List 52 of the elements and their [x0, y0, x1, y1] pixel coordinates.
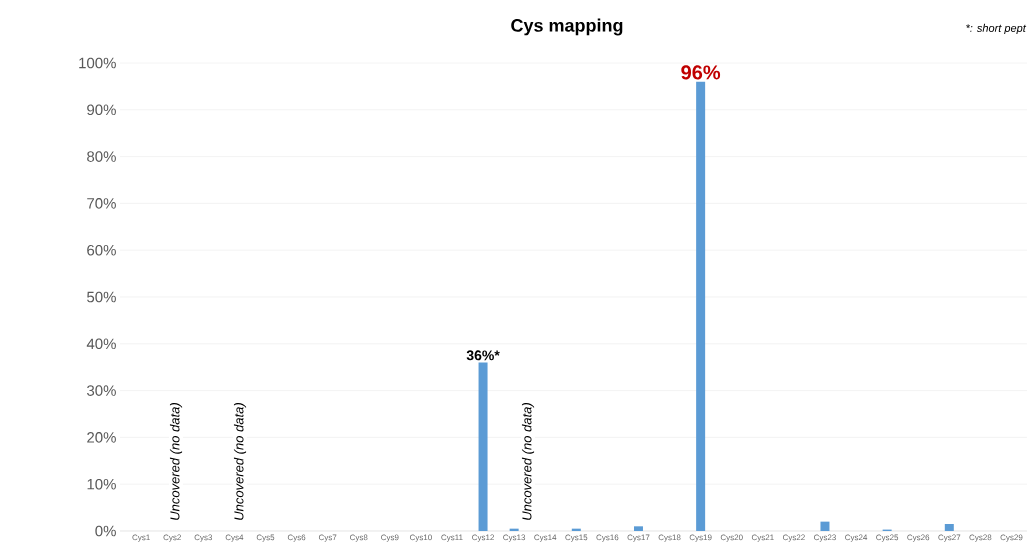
y-tick-label: 0%: [95, 525, 116, 537]
y-tick-label: 30%: [87, 385, 116, 396]
x-tick-label: Cys24: [845, 534, 868, 542]
x-tick-label: Cys26: [907, 534, 930, 542]
x-tick-label: Cys2: [163, 534, 181, 542]
y-tick-label: 90%: [87, 104, 116, 116]
y-tick-label: 60%: [87, 244, 116, 256]
bar: [478, 362, 488, 531]
x-tick-label: Cys8: [350, 534, 368, 542]
x-tick-label: Cys23: [814, 534, 836, 542]
x-tick-label: Cys21: [751, 534, 774, 542]
x-tick-label: Cys15: [565, 534, 588, 542]
x-tick-label: Cys10: [409, 534, 432, 542]
bar: [633, 526, 643, 531]
x-tick-label: Cys3: [194, 534, 213, 542]
x-tick-label: Cys18: [658, 534, 681, 542]
x-tick-label: Cys25: [876, 534, 899, 542]
data-label: 96%: [681, 65, 721, 80]
x-tick-label: Cys27: [938, 534, 961, 542]
x-tick-label: Cys6: [287, 534, 306, 542]
y-tick-label: 40%: [86, 338, 116, 350]
annotation: Uncovered (no data): [169, 403, 183, 520]
x-tick-label: Cys16: [596, 534, 619, 542]
y-tick-label: 10%: [87, 478, 116, 490]
bar: [820, 521, 830, 531]
x-tick-label: Cys20: [720, 534, 743, 542]
x-tick-label: Cys19: [689, 534, 712, 542]
x-tick-label: Cys9: [381, 534, 399, 542]
text: *: short pept: [966, 23, 1027, 35]
x-tick-label: Cys13: [503, 534, 526, 542]
x-tick-label: Cys4: [225, 534, 244, 542]
x-tick-label: Cys29: [1000, 534, 1023, 542]
x-tick-label: Cys28: [969, 534, 992, 542]
x-tick-label: Cys7: [318, 534, 337, 542]
x-tick-label: Cys1: [132, 534, 150, 542]
y-tick-label: 20%: [87, 432, 116, 443]
annotation: Uncovered (no data): [521, 403, 535, 520]
bar: [944, 523, 954, 531]
x-tick-label: Cys17: [627, 534, 650, 542]
x-tick-label: Cys14: [534, 534, 557, 542]
y-tick-label: 80%: [87, 151, 116, 162]
x-tick-label: Cys22: [782, 534, 805, 542]
x-tick-label: Cys12: [472, 534, 494, 542]
data-label: 36%*: [466, 350, 500, 361]
y-tick-label: 50%: [87, 291, 116, 303]
y-tick-label: 100%: [79, 57, 116, 69]
y-tick-label: 70%: [87, 198, 116, 209]
annotation: Uncovered (no data): [233, 403, 247, 520]
x-tick-label: Cys11: [441, 534, 463, 542]
bar: [696, 81, 706, 531]
chart-title: Cys mapping: [511, 18, 623, 36]
x-tick-label: Cys5: [256, 534, 275, 542]
